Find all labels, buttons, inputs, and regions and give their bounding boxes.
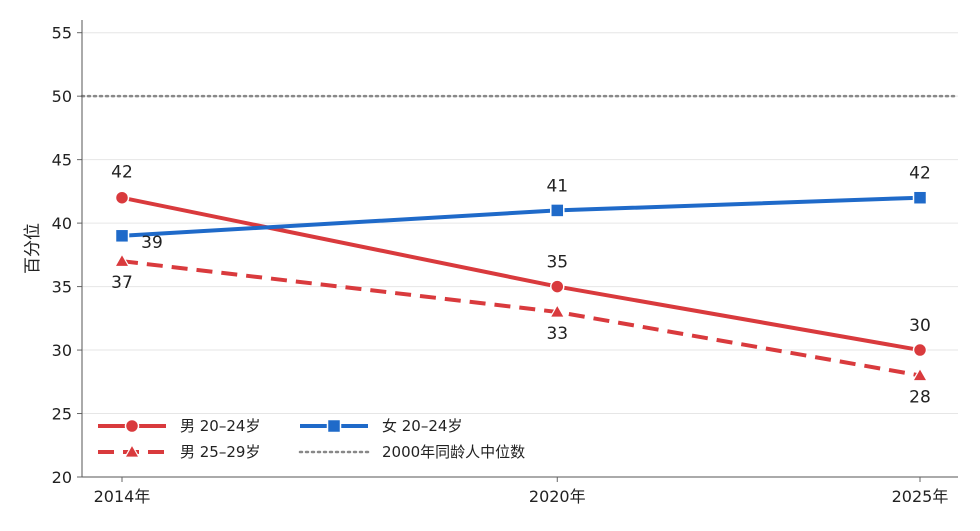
grid-lines <box>82 32 958 478</box>
x-tick-label: 2025年 <box>892 487 949 506</box>
data-label: 33 <box>546 324 568 344</box>
legend-label: 男 20–24岁 <box>180 417 260 435</box>
data-label: 41 <box>546 176 568 196</box>
y-tick-label: 25 <box>52 405 72 424</box>
legend-marker <box>124 418 140 434</box>
x-tick-label: 2014年 <box>94 487 151 506</box>
data-point-circle <box>114 190 130 205</box>
legend-item: 2000年同龄人中位数 <box>298 443 525 461</box>
legend-item: 女 20–24岁 <box>300 417 462 435</box>
data-labels: 42 35 30 37 33 28 39 41 42 <box>111 163 931 408</box>
series-line-0 <box>121 195 921 353</box>
legend-label: 男 25–29岁 <box>180 443 260 461</box>
legend-marker <box>123 443 141 458</box>
legend-item: 男 25–29岁 <box>98 443 260 461</box>
y-tick-label: 50 <box>52 87 72 106</box>
y-tick-label: 35 <box>52 278 72 297</box>
axes: 20 25 30 35 40 45 50 55 2014年 2020年 2025年 百分位 <box>23 20 958 506</box>
legend-label: 女 20–24岁 <box>382 417 462 435</box>
data-point-square <box>550 203 565 218</box>
data-label: 42 <box>111 163 133 183</box>
legend-marker <box>326 418 342 434</box>
series-group <box>113 190 929 382</box>
legend-label: 2000年同龄人中位数 <box>382 443 525 461</box>
data-label: 42 <box>909 164 931 184</box>
data-point-triangle <box>911 367 929 382</box>
data-point-square <box>114 228 130 244</box>
data-point-triangle <box>113 252 131 268</box>
y-tick-label: 55 <box>52 24 72 43</box>
y-tick-label: 45 <box>52 151 72 170</box>
data-point-circle <box>550 279 565 294</box>
y-tick-label: 20 <box>52 468 72 487</box>
data-label: 35 <box>546 253 568 273</box>
data-point-square <box>912 190 928 205</box>
series-line-2 <box>121 195 921 238</box>
y-tick-label: 40 <box>52 214 72 233</box>
y-axis-title: 百分位 <box>23 223 43 274</box>
legend-item: 男 20–24岁 <box>98 417 260 435</box>
data-label: 37 <box>111 273 133 293</box>
y-tick-label: 30 <box>52 341 72 360</box>
data-label: 28 <box>909 387 931 407</box>
x-tick-label: 2020年 <box>529 487 586 506</box>
data-label: 39 <box>141 233 163 253</box>
data-label: 30 <box>909 316 931 336</box>
data-point-triangle <box>549 303 566 318</box>
data-point-circle <box>912 342 928 358</box>
